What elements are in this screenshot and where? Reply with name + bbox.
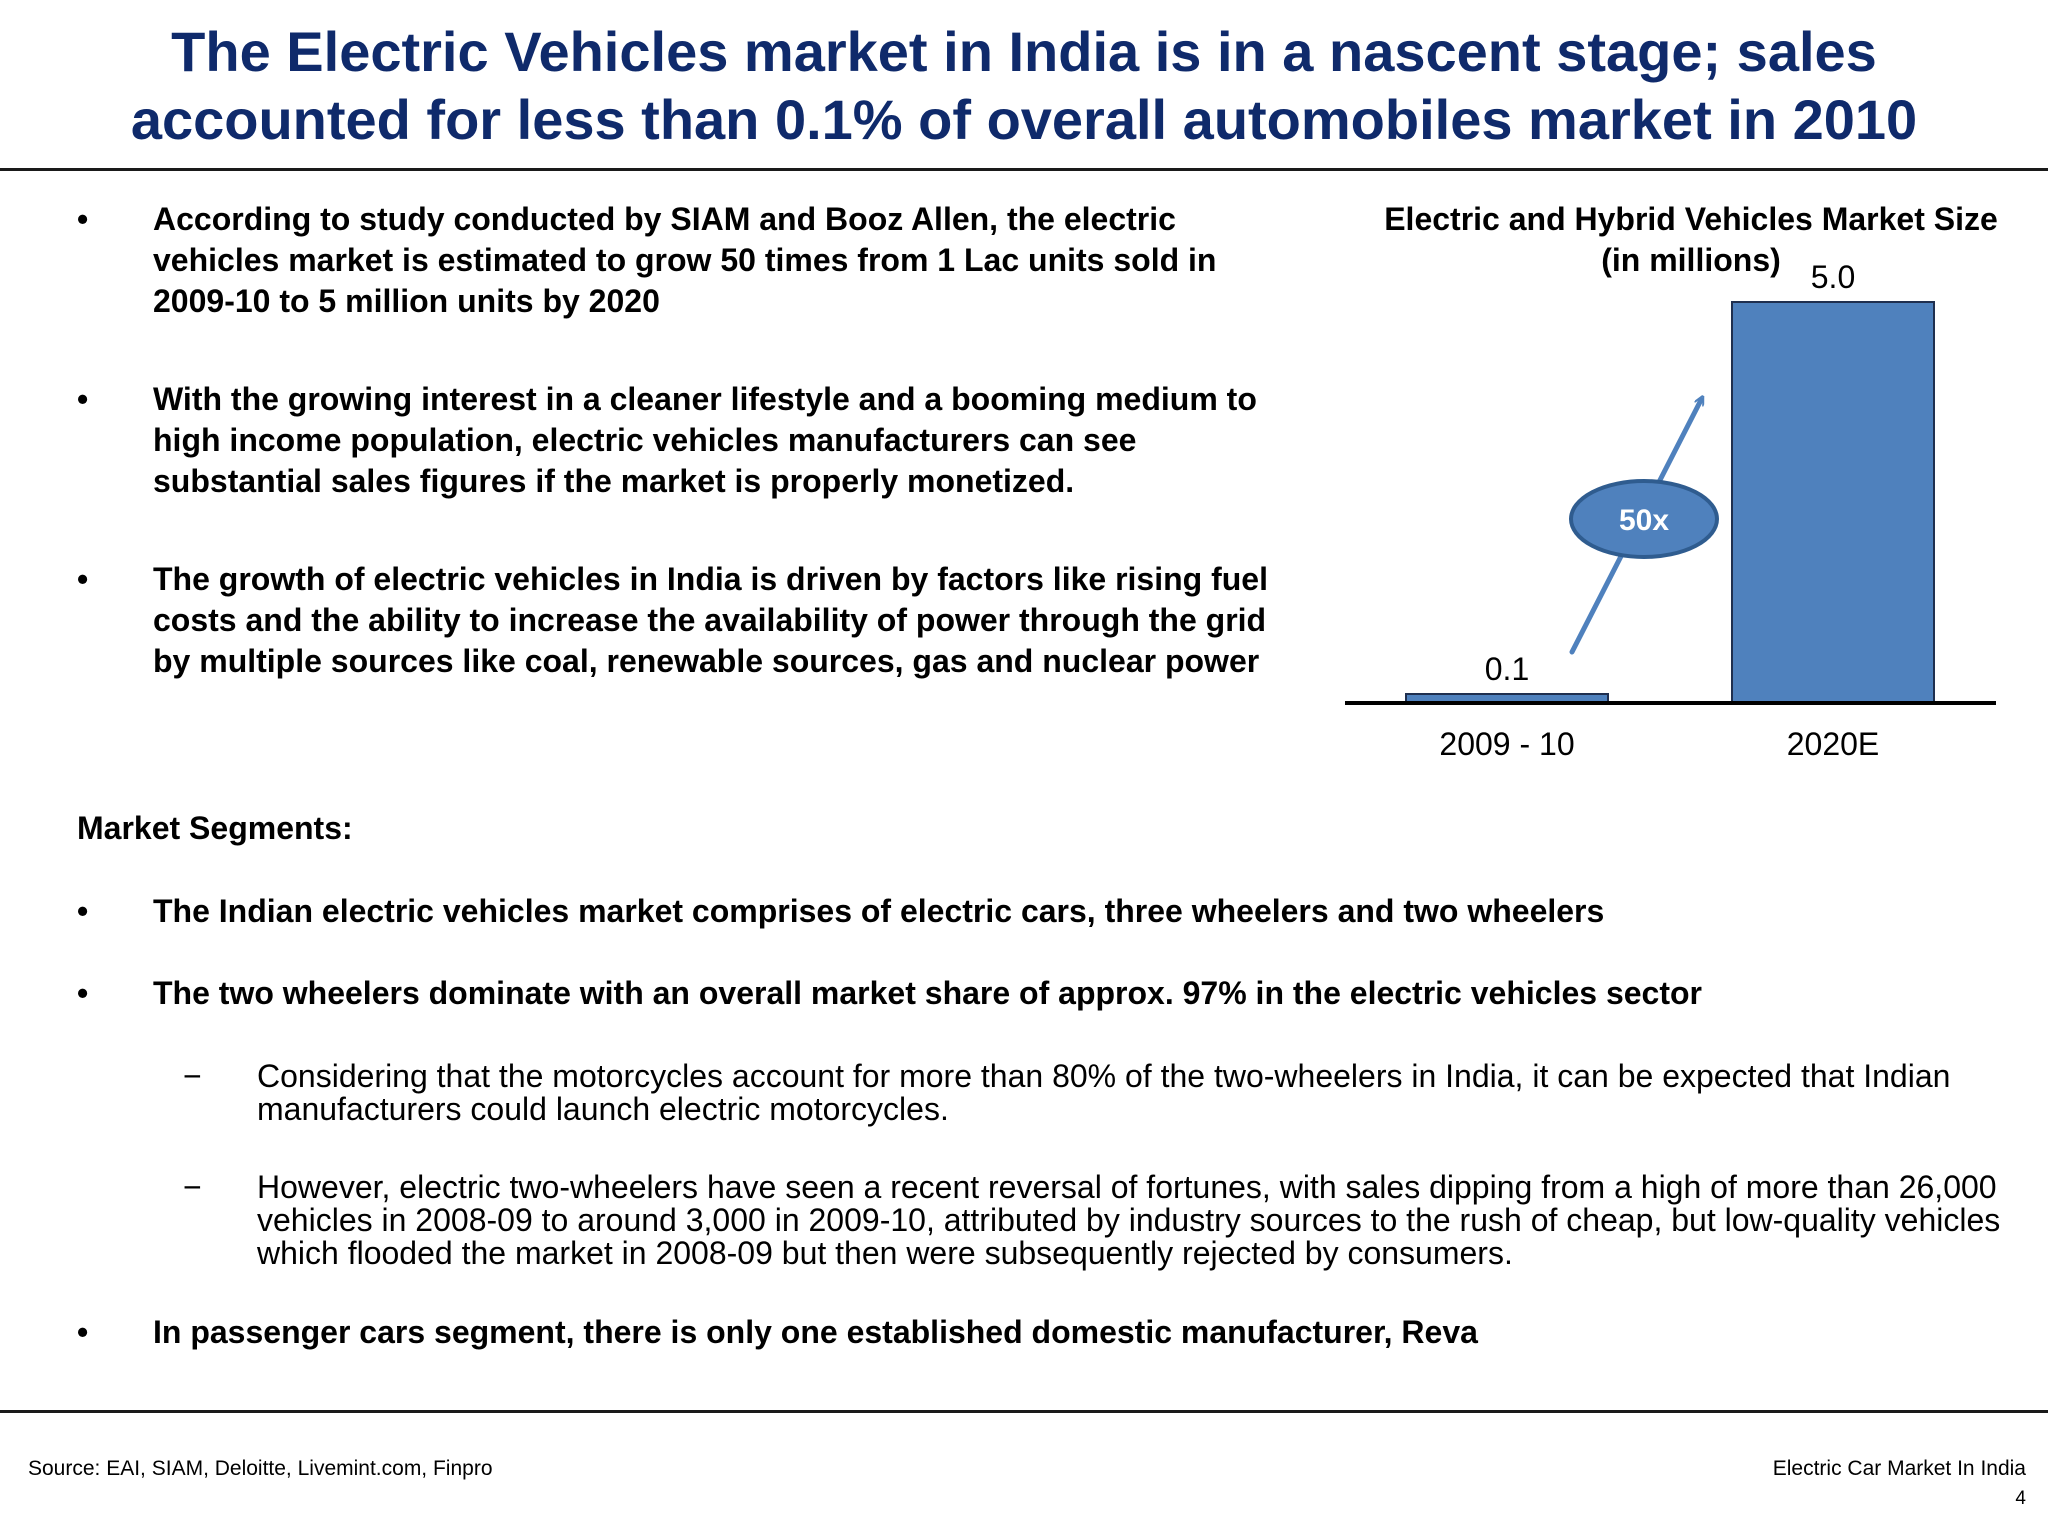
page-title: The Electric Vehicles market in India is… — [130, 20, 1918, 151]
bullet-item: • In passenger cars segment, there is on… — [77, 1312, 2007, 1353]
bullet-text: With the growing interest in a cleaner l… — [153, 381, 1257, 499]
bullet-item: • With the growing interest in a cleaner… — [77, 379, 1307, 502]
data-label-2020e: 5.0 — [1811, 259, 1855, 295]
title-divider — [0, 168, 2048, 171]
dash-marker: − — [183, 1058, 202, 1094]
source-note: Source: EAI, SIAM, Deloitte, Livemint.co… — [28, 1457, 493, 1480]
bullet-item: • The Indian electric vehicles market co… — [77, 891, 2007, 932]
footer-title: Electric Car Market In India — [1772, 1457, 2026, 1480]
sub-bullet-text: Considering that the motorcycles account… — [257, 1058, 1951, 1127]
bullet-marker: • — [77, 561, 89, 597]
chart-title-line-2: (in millions) — [1601, 242, 1781, 278]
bullet-marker: • — [77, 975, 89, 1011]
sub-bullet-text: However, electric two-wheelers have seen… — [257, 1169, 2001, 1271]
dash-marker: − — [183, 1169, 202, 1205]
growth-annotation-label: 50x — [1619, 504, 1669, 537]
tick-label-2009-10: 2009 - 10 — [1439, 726, 1574, 762]
bullet-marker: • — [77, 1314, 89, 1350]
bullet-text: The growth of electric vehicles in India… — [153, 561, 1268, 679]
sub-bullet-item: − However, electric two-wheelers have se… — [183, 1171, 2013, 1270]
bullet-text: According to study conducted by SIAM and… — [153, 201, 1217, 319]
chart-title-line-1: Electric and Hybrid Vehicles Market Size — [1384, 201, 1998, 237]
bullet-text: In passenger cars segment, there is only… — [153, 1314, 1478, 1350]
page-number: 4 — [2015, 1488, 2026, 1509]
bullet-item: • The growth of electric vehicles in Ind… — [77, 559, 1307, 682]
market-segments-heading: Market Segments: — [77, 810, 353, 846]
data-label-2009-10: 0.1 — [1485, 651, 1529, 687]
bullet-text: The two wheelers dominate with an overal… — [153, 975, 1702, 1011]
bullet-marker: • — [77, 893, 89, 929]
bar-2009-10 — [1405, 693, 1609, 703]
bullet-text: The Indian electric vehicles market comp… — [153, 893, 1605, 929]
bullet-item: • According to study conducted by SIAM a… — [77, 199, 1307, 322]
bullet-marker: • — [77, 201, 89, 237]
chart-title: Electric and Hybrid Vehicles Market Size… — [1345, 199, 2037, 281]
market-size-chart: 0.1 5.0 2009 - 10 2020E 50x — [1345, 259, 1996, 762]
bullet-item: • The two wheelers dominate with an over… — [77, 973, 2007, 1014]
footer-divider — [0, 1410, 2048, 1413]
tick-label-2020e: 2020E — [1787, 726, 1880, 762]
bullet-marker: • — [77, 381, 89, 417]
sub-bullet-item: − Considering that the motorcycles accou… — [183, 1060, 2013, 1126]
bar-2020e — [1731, 301, 1935, 703]
growth-annotation — [1569, 479, 1719, 559]
